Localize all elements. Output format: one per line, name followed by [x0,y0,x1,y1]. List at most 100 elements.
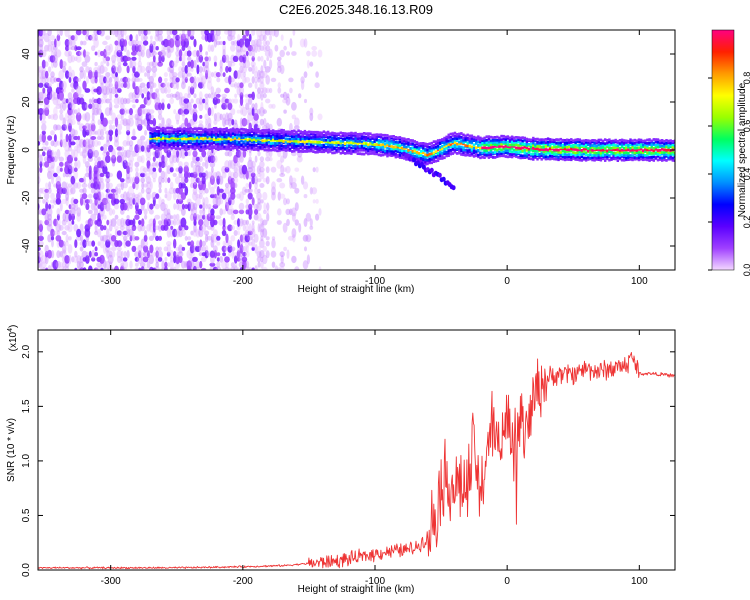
spectrogram-cell [574,145,577,149]
spectrogram-cell [166,48,172,59]
spectrogram-cell [94,61,98,67]
spectrogram-cell [109,233,113,244]
spectrogram-cell [44,82,50,89]
spectrogram-cell [100,97,104,105]
spectrogram-cell [233,265,238,270]
spectrogram-cell [248,150,252,157]
spectrogram-cell [508,152,512,156]
spectrogram-cell [90,123,96,132]
spectrogram-cell [120,193,125,199]
spectrogram-cell [230,171,236,179]
spectrogram-cell [250,143,254,147]
spectrogram-cell [401,139,404,143]
spectrogram-cell [176,147,180,150]
spectrogram-cell [88,198,93,204]
spectrogram-cell [536,157,539,161]
spectrogram-cell [265,141,268,144]
spectrogram-cell [120,209,125,215]
spectrogram-cell [221,245,227,253]
spectrogram-cell [305,131,309,134]
spectrogram-cell [441,154,444,157]
spectrogram-cell [348,138,351,142]
spectrogram-cell [350,152,353,155]
spectrogram-cell [464,150,467,154]
spectrogram-cell [525,146,529,150]
spectrogram-cell [658,144,662,148]
spectrogram-cell [181,139,184,143]
spectrogram-cell [149,146,152,149]
spectrogram-cell [277,150,282,157]
spectrogram-cell [468,146,471,150]
spectrogram-cell [280,131,283,135]
snr-ytick-label: 2.0 [21,344,32,358]
spectrogram-cell [238,141,241,144]
spectrogram-cell [131,39,137,47]
spectrogram-cell [221,229,227,237]
spectrogram-cell [44,146,49,151]
spectrogram-cell [76,207,82,217]
spectrogram-cell [251,223,255,233]
spectrogram-cell [65,182,69,189]
spectrogram-cell [41,120,47,125]
spectrogram-cell [312,150,315,153]
spectrogram-cell [654,151,658,155]
spectrogram-cell [200,142,203,145]
spectrogram-cell [167,262,171,268]
spectrogram-cell [227,128,230,132]
spectrogram-cell [62,117,66,128]
spectrogram-cell [591,150,594,154]
spectrogram-cell [403,137,406,141]
spectrogram-cell [157,146,161,149]
spectrogram-cell [620,140,624,144]
spectrogram-cell [238,209,245,215]
spectrogram-cell [155,246,160,252]
spectrogram-cell [292,234,296,243]
spectrogram-cell [360,132,364,136]
spectrogram-cell [49,170,56,180]
spectrogram-cell [233,128,237,132]
spectrogram-cell [41,66,47,73]
spectrogram-cell [187,151,191,157]
spectrogram-cell [257,148,260,152]
spectrogram-cell [498,138,501,142]
spectrogram-cell [214,136,218,139]
spectrogram-cell [532,136,535,140]
spectrogram-cell [652,146,655,150]
spectrogram-cell [212,196,219,207]
spectrogram-cell [343,152,347,155]
spectrogram-cell [167,82,171,89]
spectrogram-cell [245,183,250,188]
spectrogram-cell [546,143,550,146]
spectrogram-cell [202,145,205,149]
spectrogram-cell [601,151,605,154]
spectrogram-cell [515,141,518,144]
spectrogram-cell [279,262,286,268]
spectrogram-cell [181,130,184,133]
spectrogram-cell [310,136,313,139]
spectrogram-cell [61,198,67,205]
spectrogram-cell [49,35,56,41]
spectrogram-cell [93,208,99,216]
spectrogram-cell [337,132,340,136]
spectrogram-cell [267,131,271,135]
spectrogram-cell [88,128,92,137]
spectrogram-cell [536,147,539,151]
spectrogram-cell [175,213,180,221]
spectrogram-cell [169,76,174,84]
spectrogram-cell [278,149,281,152]
spectrogram-cell [293,144,296,148]
spectrogram-cell [228,75,232,85]
spectrogram-cell [667,144,670,147]
spectrogram-cell [559,154,562,158]
spectrogram-cell [71,220,75,225]
spectrogram-cell [68,34,72,41]
spectrogram-cell [396,147,400,151]
spectrogram-cell [158,175,163,185]
spectrogram-cell [599,156,603,160]
spectrogram-cell [610,152,613,156]
spectrogram-cell [627,156,630,159]
spectrogram-cell [392,138,395,141]
spectrogram-cell [299,143,302,146]
spectrogram-cell [238,137,241,140]
spectrogram-cell [161,198,165,205]
